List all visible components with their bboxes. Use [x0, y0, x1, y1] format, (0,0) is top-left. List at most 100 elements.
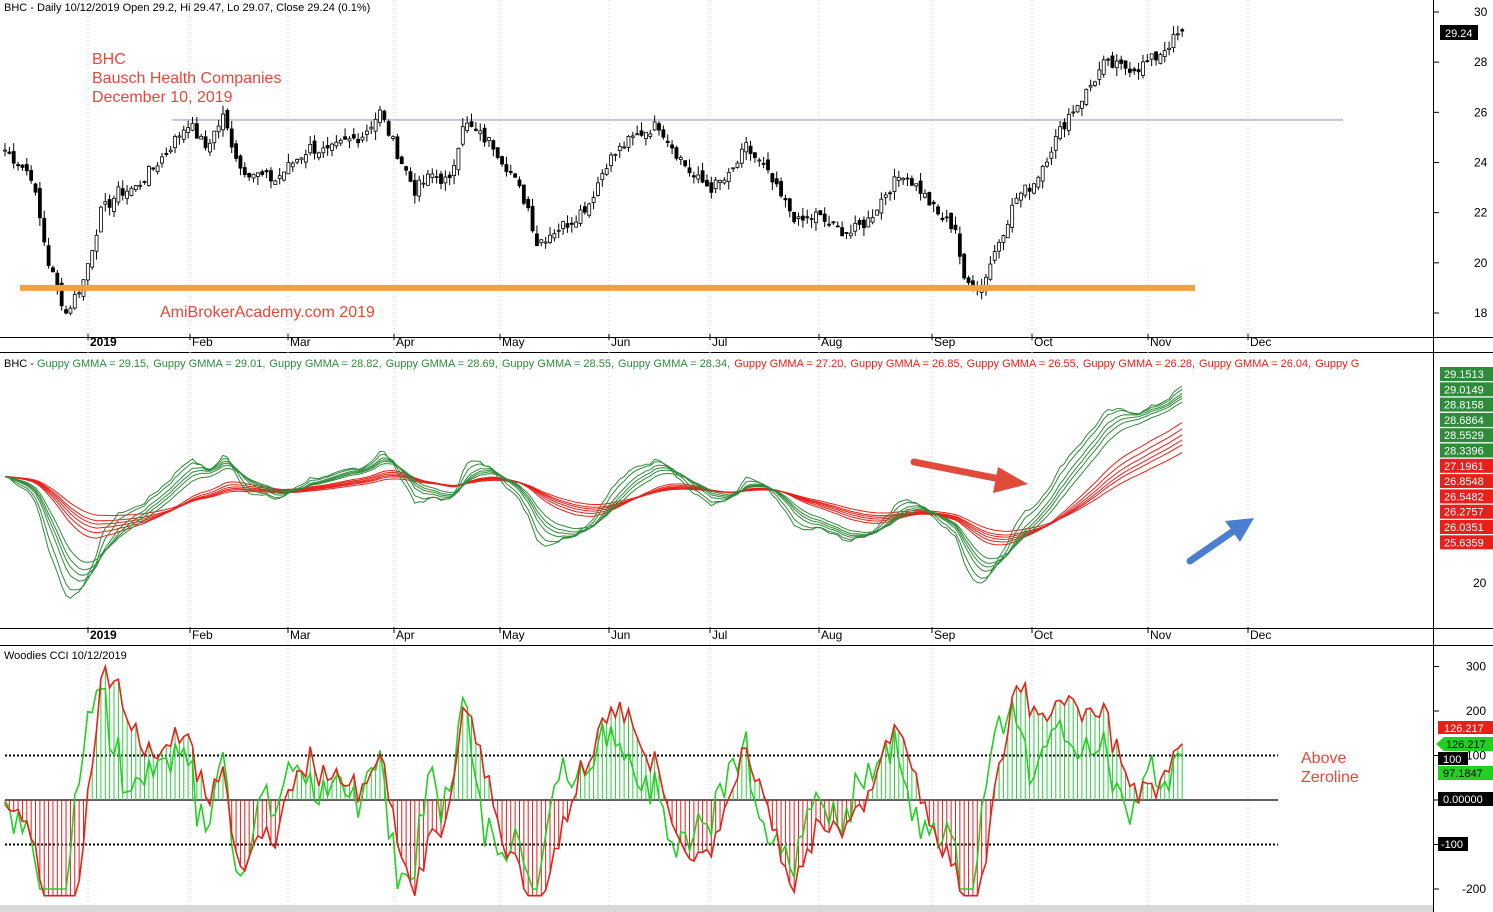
price-panel: BHC - Daily 10/12/2019 Open 29.2, Hi 29.…: [3, 2, 1488, 321]
candle-body: [482, 127, 487, 143]
tag-zero: 0.00000: [1443, 794, 1483, 806]
candle-body: [1032, 183, 1036, 194]
candle-body: [64, 309, 68, 314]
candle-body: [957, 233, 962, 257]
candle-body: [421, 182, 426, 185]
candle-body: [783, 197, 788, 201]
candle-body: [386, 121, 391, 136]
candle-body: [657, 123, 661, 131]
candle-body: [29, 170, 34, 181]
candle-body: [356, 138, 361, 144]
candle-body: [565, 223, 570, 228]
gmma-long-1: Guppy GMMA = 26.85,: [850, 358, 962, 370]
gmma-short-line: [4, 385, 1183, 599]
candle-body: [931, 201, 936, 205]
candle-body: [277, 175, 282, 180]
candle-body: [142, 181, 147, 183]
candle-body: [85, 263, 90, 281]
candle-body: [1136, 69, 1141, 73]
candle-body: [469, 121, 474, 127]
candle-body: [1018, 192, 1023, 201]
candle-body: [33, 183, 38, 193]
gmma-short-0: Guppy GMMA = 29.15,: [37, 358, 149, 370]
candle-body: [630, 135, 635, 138]
candle-body: [870, 217, 875, 223]
candle-body: [748, 145, 753, 154]
candle-body: [1119, 59, 1124, 64]
candle-body: [526, 199, 531, 209]
candle-body: [186, 127, 191, 133]
gmma-tag-box: [1440, 489, 1493, 504]
candle-body: [674, 147, 679, 159]
month-label: Feb: [192, 335, 213, 349]
candle-body: [151, 167, 156, 170]
gmma-tag-value: 29.0149: [1444, 384, 1484, 396]
candle-body: [626, 136, 631, 148]
candle-body: [739, 148, 744, 164]
candle-body: [835, 225, 840, 228]
candle-body: [508, 171, 513, 173]
candle-body: [665, 140, 670, 144]
gmma-tag-box: [1440, 520, 1493, 534]
gmma-tag-value: 28.5529: [1444, 430, 1484, 442]
candle-body: [1062, 122, 1067, 130]
candle-body: [20, 164, 25, 168]
candle-body: [194, 123, 199, 139]
candle-body: [1175, 33, 1180, 36]
candle-body: [997, 241, 1001, 252]
cci-lines: [4, 663, 1183, 897]
candle-body: [273, 180, 278, 185]
candle-body: [399, 156, 404, 165]
gmma-tag-value: 29.1513: [1444, 369, 1484, 381]
candle-body: [452, 165, 456, 177]
candle-body: [539, 239, 544, 244]
candle-body: [805, 216, 810, 219]
candle-body: [818, 210, 823, 216]
candle-body: [408, 171, 413, 182]
candle-body: [290, 162, 295, 168]
candle-body: [556, 229, 561, 232]
month-label: 2019: [90, 335, 117, 349]
turbo-cci-line: [4, 688, 1183, 890]
gmma-tag-box: [1440, 367, 1493, 381]
candle-body: [1045, 161, 1049, 167]
candle-body: [129, 187, 134, 196]
candle-body: [1127, 68, 1132, 73]
candle-body: [112, 197, 116, 213]
cci-ytick-label: -200: [1462, 882, 1486, 896]
price-ytick-label: 28: [1474, 55, 1488, 69]
candle-body: [199, 135, 204, 140]
candle-body: [901, 177, 906, 181]
price-header: BHC - Daily 10/12/2019 Open 29.2, Hi 29.…: [4, 2, 370, 14]
candle-body: [848, 232, 853, 237]
cci-header: Woodies CCI 10/12/2019: [4, 650, 127, 662]
price-ytick-label: 20: [1474, 256, 1488, 270]
month-label: Dec: [1250, 628, 1271, 642]
candle-body: [404, 166, 409, 171]
month-label: Apr: [396, 335, 415, 349]
candle-body: [652, 121, 657, 131]
sheet-tabs-strip[interactable]: [0, 905, 1433, 912]
month-label: Feb: [192, 628, 213, 642]
candle-body: [242, 167, 247, 175]
arrow-blue: [1186, 518, 1254, 565]
gmma-value-tags: 29.1513 29.0149 28.8158 28.6864 28.5529 28.33…: [1440, 367, 1493, 550]
candle-body: [181, 129, 186, 140]
gmma-tag-value: 26.0351: [1444, 522, 1484, 534]
candle-body: [661, 129, 666, 138]
candle-body: [831, 221, 836, 224]
candle-body: [866, 217, 871, 228]
cci-line: [4, 663, 1183, 897]
candle-body: [691, 175, 696, 178]
candle-body: [1071, 111, 1076, 114]
candle-body: [892, 176, 897, 192]
candle-body: [330, 143, 334, 151]
candle-body: [51, 267, 55, 273]
candle-body: [160, 156, 164, 164]
price-y-axis: 30 28 26 24 22 20 18: [1433, 5, 1488, 320]
cci-histogram: [4, 666, 1183, 896]
candle-body: [517, 179, 522, 187]
candle-body: [1154, 51, 1158, 61]
candle-body: [726, 172, 731, 182]
